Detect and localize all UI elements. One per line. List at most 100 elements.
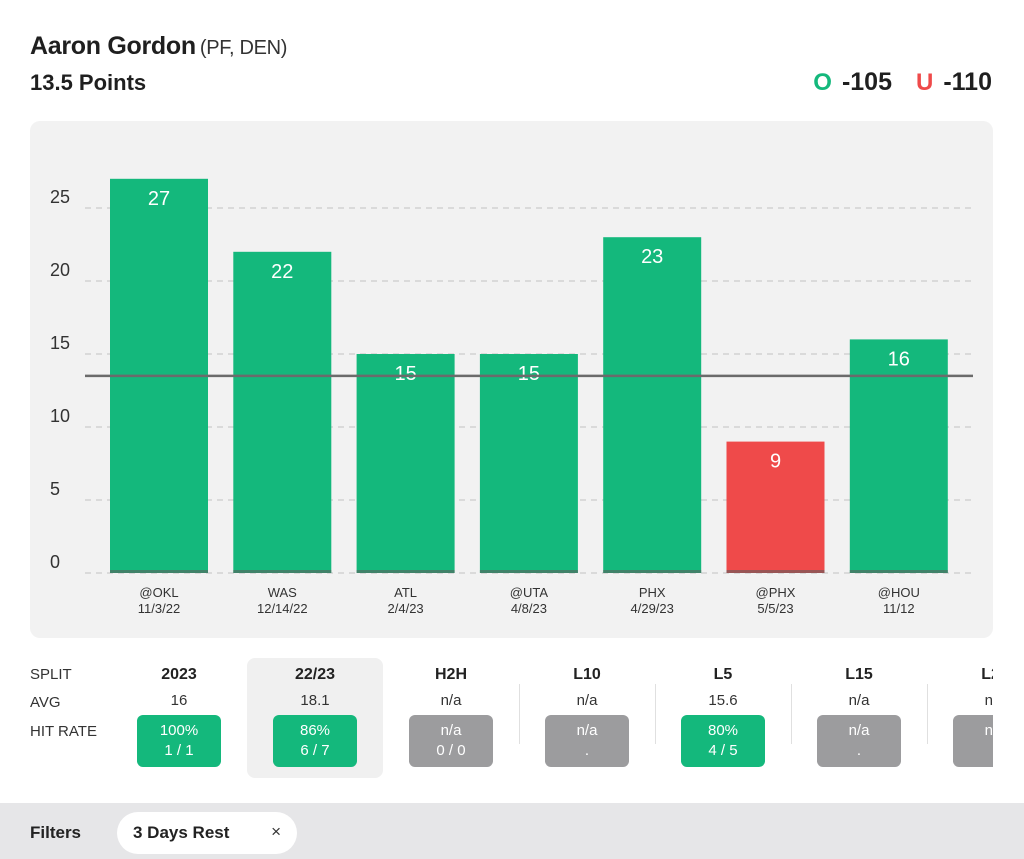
bar[interactable]	[356, 354, 455, 573]
hit-rate-record: 0 / 0	[436, 742, 466, 759]
split-name: H2H	[434, 666, 467, 683]
bar-baseline	[849, 570, 948, 573]
x-opponent-label: @OKL	[139, 585, 178, 600]
filter-chip-3-days-rest[interactable]: 3 Days Rest ×	[117, 812, 297, 854]
bar[interactable]	[849, 339, 948, 573]
hit-rate-pill: n/a.	[953, 715, 993, 767]
split-name: 22/23	[294, 666, 336, 683]
hit-rate-pill: n/a.	[545, 715, 629, 767]
x-opponent-label: @HOU	[878, 585, 920, 600]
close-icon[interactable]: ×	[271, 822, 281, 841]
bar-value-label: 15	[518, 363, 540, 385]
hit-rate-percent: n/a	[848, 722, 870, 739]
split-column[interactable]: 22/23 18.1 86% 6 / 7	[247, 658, 383, 778]
x-date-label: 12/14/22	[257, 601, 308, 616]
split-divider	[655, 684, 656, 744]
over-label: O	[813, 68, 832, 96]
split-avg: n/a	[576, 692, 598, 709]
bar-baseline	[603, 570, 702, 573]
hit-rate-record: 1 / 1	[164, 742, 194, 759]
y-tick-label: 5	[50, 479, 60, 499]
split-name: 2023	[161, 666, 197, 683]
player-name: Aaron Gordon (PF, DEN)	[30, 32, 287, 61]
bar[interactable]	[479, 354, 578, 573]
bar-value-label: 23	[641, 246, 663, 268]
hit-rate-record: 4 / 5	[708, 742, 738, 759]
y-tick-label: 0	[50, 552, 60, 572]
odds-display: O -105 U -110	[813, 68, 992, 97]
hit-rate-pill: n/a 0 / 0	[409, 715, 493, 767]
bar-value-label: 15	[394, 363, 416, 385]
prop-line: 13.5 Points	[30, 70, 147, 95]
hit-rate-percent: 80%	[707, 722, 739, 739]
split-row-label: SPLIT	[30, 666, 72, 683]
filters-bar: Filters 3 Days Rest ×	[0, 803, 1024, 859]
split-divider	[519, 684, 520, 744]
hit-rate-record: .	[953, 741, 994, 761]
split-column[interactable]: H2H n/a n/a 0 / 0	[383, 658, 519, 778]
split-column[interactable]: 2023 16 100% 1 / 1	[111, 658, 247, 778]
x-date-label: 11/3/22	[138, 601, 180, 616]
x-date-label: 5/5/23	[757, 601, 793, 616]
x-opponent-label: PHX	[639, 585, 666, 600]
hit-rate-percent: n/a	[576, 722, 598, 739]
y-tick-label: 25	[50, 187, 70, 207]
hit-rate-record: .	[584, 742, 590, 759]
avg-row-label: AVG	[30, 694, 61, 711]
bar[interactable]	[233, 251, 332, 574]
split-name: L15	[845, 666, 873, 683]
bar-baseline	[356, 570, 455, 573]
hit-rate-record: .	[856, 742, 862, 759]
player-name-text: Aaron Gordon	[30, 32, 196, 60]
y-tick-label: 10	[50, 406, 70, 426]
y-tick-label: 20	[50, 260, 70, 280]
bar-baseline	[110, 570, 208, 573]
x-date-label: 4/8/23	[511, 601, 547, 616]
hit-rate-percent: n/a	[440, 722, 462, 739]
under-label: U	[915, 68, 934, 96]
hit-rate-row-label: HIT RATE	[30, 723, 97, 740]
split-divider	[927, 684, 928, 744]
x-date-label: 4/29/23	[631, 601, 674, 616]
split-name: L5	[713, 666, 733, 683]
under-odds[interactable]: -110	[943, 68, 992, 96]
bar-value-label: 16	[888, 348, 910, 370]
split-name: L10	[573, 666, 601, 683]
split-column[interactable]: L20 n/a n/a.	[927, 658, 993, 778]
player-position-team: (PF, DEN)	[199, 37, 288, 59]
split-avg: 18.1	[300, 692, 330, 709]
split-avg: 15.6	[708, 692, 738, 709]
split-avg: n/a	[848, 692, 870, 709]
x-date-label: 11/12	[883, 601, 915, 616]
filter-chip-label: 3 Days Rest	[133, 823, 230, 842]
split-avg: n/a	[440, 692, 462, 709]
over-odds[interactable]: -105	[841, 68, 892, 96]
split-avg: n/a	[984, 692, 993, 709]
bar-baseline	[726, 570, 825, 573]
split-column[interactable]: L10 n/a n/a.	[519, 658, 655, 778]
split-name: L20	[981, 666, 993, 683]
bar-baseline	[479, 570, 578, 573]
hit-rate-pill: n/a.	[817, 715, 901, 767]
y-tick-label: 15	[50, 333, 70, 353]
splits-table: SPLIT AVG HIT RATE 2023 16 100% 1 / 1 22/23 1…	[0, 658, 993, 780]
bar-value-label: 9	[770, 451, 781, 473]
hit-rate-record: 6 / 7	[300, 742, 330, 759]
hit-rate-pill: 86% 6 / 7	[273, 715, 357, 767]
bar[interactable]	[726, 441, 825, 573]
split-column[interactable]: L15 n/a n/a.	[791, 658, 927, 778]
x-opponent-label: @UTA	[510, 585, 549, 600]
x-opponent-label: ATL	[394, 585, 417, 600]
split-divider	[791, 684, 792, 744]
bar-value-label: 22	[271, 261, 293, 283]
x-date-label: 2/4/23	[388, 601, 424, 616]
split-avg: 16	[170, 692, 188, 709]
split-column[interactable]: L5 15.6 80% 4 / 5	[655, 658, 791, 778]
filters-label: Filters	[30, 823, 82, 842]
bar-value-label: 27	[148, 188, 170, 210]
bar[interactable]	[603, 237, 702, 573]
hit-rate-pill: 100% 1 / 1	[137, 715, 221, 767]
hit-rate-pill: 80% 4 / 5	[681, 715, 765, 767]
